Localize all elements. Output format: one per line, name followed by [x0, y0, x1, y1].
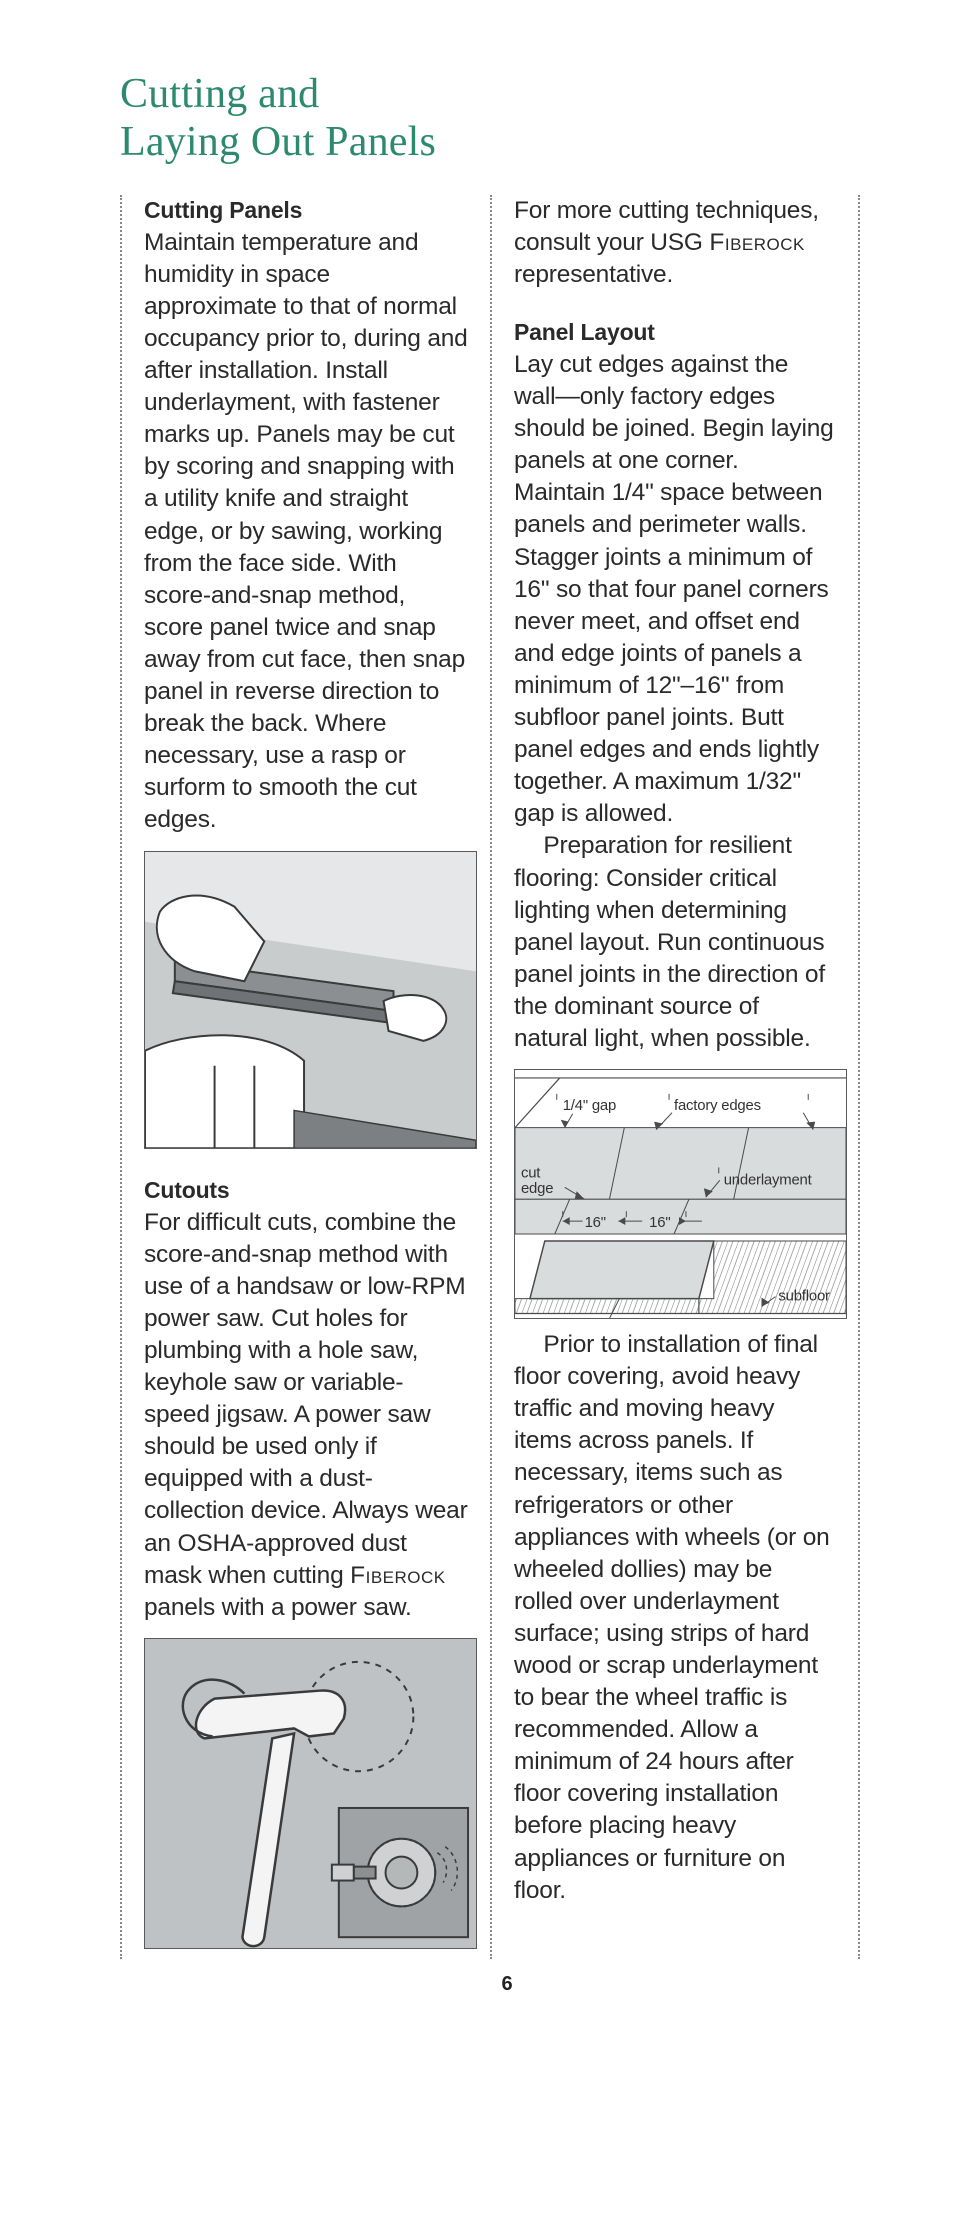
label-16-left: 16"	[585, 1215, 606, 1231]
para-layout-3-text: Prior to installation of final floor cov…	[514, 1329, 836, 1907]
figure-tools-svg	[145, 1639, 476, 1948]
para-layout-3: Prior to installation of final floor cov…	[514, 1329, 836, 1907]
column-right: For more cutting techniques, consult you…	[490, 195, 860, 1959]
page-title: Cutting and Laying Out Panels	[120, 70, 894, 167]
figure-score-snap	[144, 851, 477, 1149]
column-left: Cutting Panels Maintain temperature and …	[120, 195, 490, 1959]
fiberock-smallcaps-1: Fiberock	[350, 1562, 445, 1589]
para-layout-2-text: Preparation for resilient flooring: Cons…	[514, 830, 836, 1055]
para-cutouts: For difficult cuts, combine the score-an…	[144, 1207, 468, 1624]
label-gap: 1/4" gap	[563, 1098, 616, 1114]
para-cutouts-a: For difficult cuts, combine the score-an…	[144, 1209, 468, 1589]
fiberock-smallcaps-2: Fiberock	[709, 229, 804, 256]
label-subfloor: subfloor	[778, 1289, 830, 1305]
label-underlayment: underlayment	[724, 1172, 813, 1188]
figure-panel-layout-svg: 1/4" gap factory edges cut edge underlay…	[515, 1070, 846, 1318]
para-cutouts-b: panels with a power saw.	[144, 1594, 412, 1621]
figure-tools	[144, 1638, 477, 1949]
subhead-cutting-panels: Cutting Panels	[144, 195, 468, 225]
title-line-2: Laying Out Panels	[120, 119, 436, 165]
para-more-techniques: For more cutting techniques, consult you…	[514, 195, 836, 291]
columns: Cutting Panels Maintain temperature and …	[120, 195, 894, 1959]
label-cut-edge-1: cut	[521, 1165, 541, 1181]
para-layout-1: Lay cut edges against the wall—only fact…	[514, 349, 836, 830]
label-factory-edges: factory edges	[674, 1098, 761, 1114]
title-line-1: Cutting and	[120, 71, 319, 117]
para-more-b: representative.	[514, 261, 673, 288]
figure-panel-layout: 1/4" gap factory edges cut edge underlay…	[514, 1069, 847, 1319]
para-layout-2: Preparation for resilient flooring: Cons…	[514, 830, 836, 1055]
subhead-cutouts: Cutouts	[144, 1175, 468, 1205]
page-number: 6	[120, 1973, 894, 1996]
subhead-panel-layout: Panel Layout	[514, 317, 836, 347]
label-16-right: 16"	[649, 1215, 670, 1231]
label-cut-edge-2: edge	[521, 1181, 553, 1197]
figure-score-snap-svg	[145, 852, 476, 1148]
para-cutting-panels: Maintain temperature and humidity in spa…	[144, 227, 468, 837]
